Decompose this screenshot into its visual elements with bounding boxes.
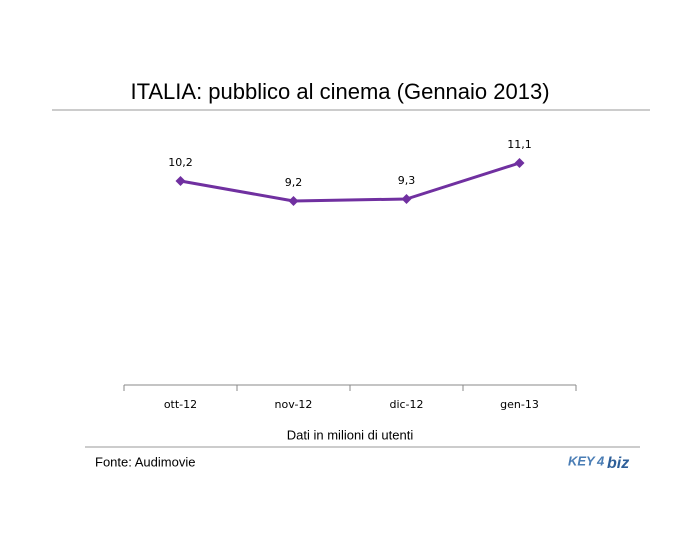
chart-title: ITALIA: pubblico al cinema (Gennaio 2013… [130,79,549,104]
marker [401,194,412,204]
logo-part: biz [607,455,629,472]
data-label: 9,2 [285,176,303,189]
x-tick-label: nov-12 [275,398,313,411]
x-axis-label: Dati in milioni di utenti [287,427,414,442]
data-label: 10,2 [168,156,193,169]
marker [288,196,299,206]
line [180,161,520,203]
marker [175,176,186,186]
x-tick-label: ott-12 [164,398,197,411]
logo: KEY 4 biz [568,453,629,472]
source: Fonte: Audimovie [95,454,195,469]
x-tick-label: dic-12 [389,398,423,411]
logo-part: 4 [596,453,605,468]
x-tick-label: gen-13 [500,398,539,411]
data-label: 11,1 [507,138,532,151]
data-label: 9,3 [398,174,416,187]
marker [514,158,525,168]
logo-part: KEY [568,453,596,468]
